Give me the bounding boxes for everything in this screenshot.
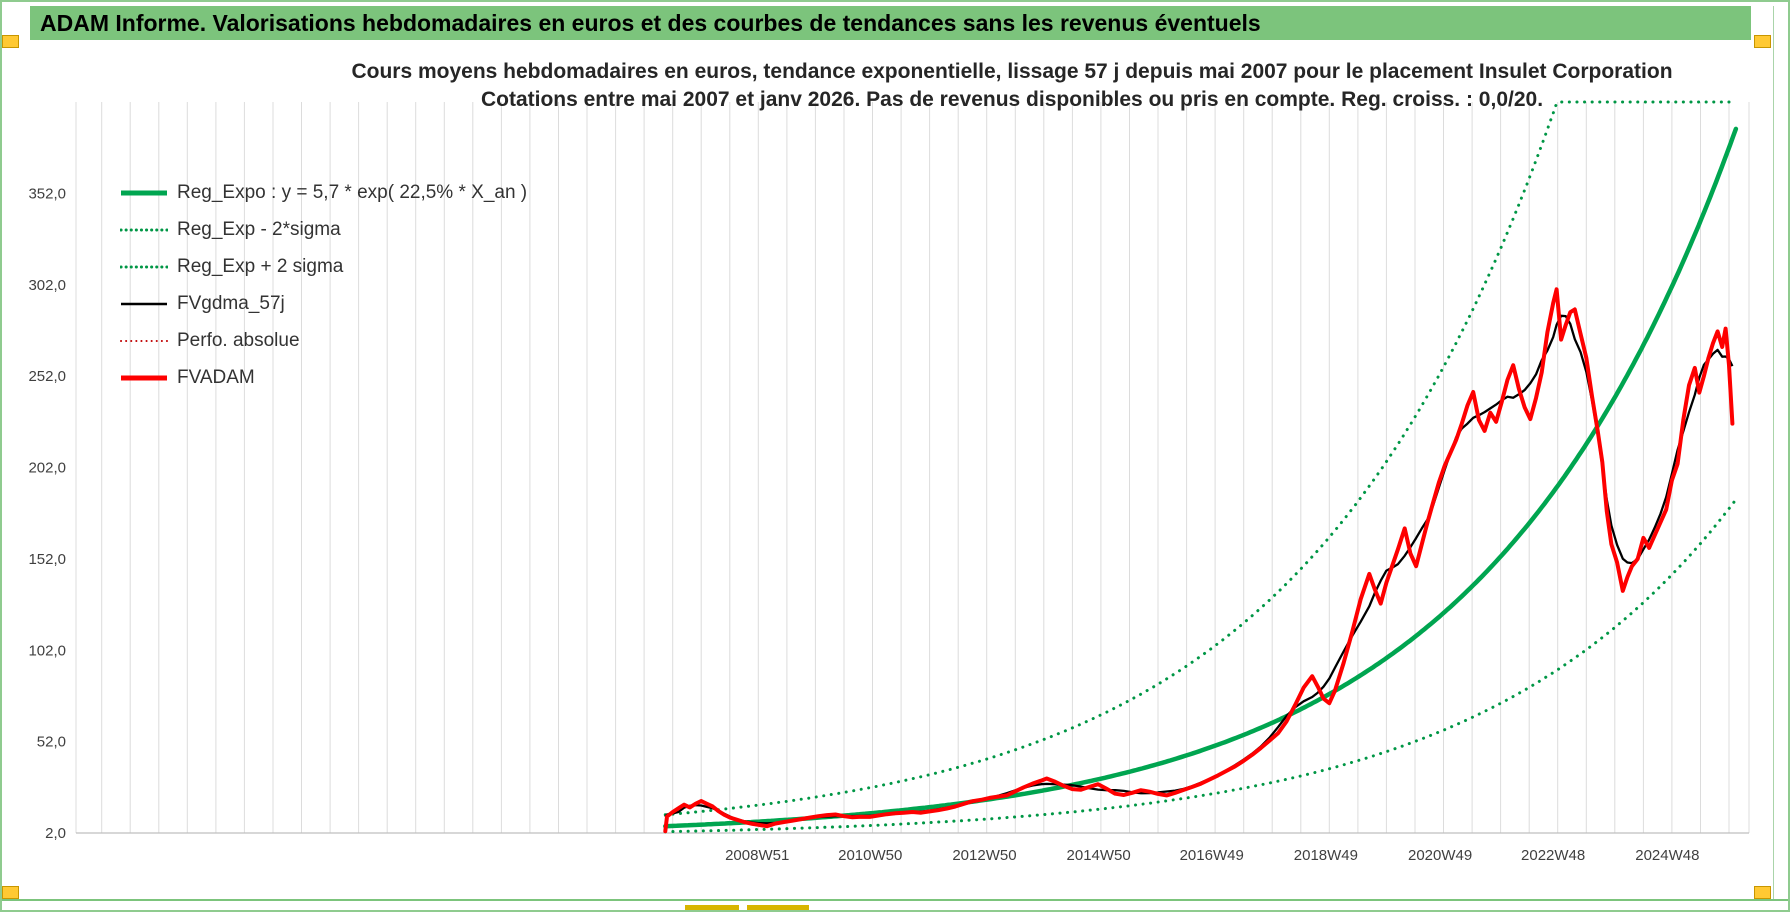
x-axis-tick-label: 2008W51 [725, 847, 789, 864]
y-axis-tick-label: 352,0 [28, 185, 66, 202]
legend-line-sample-icon [121, 302, 167, 306]
report-header-title: ADAM Informe. Valorisations hebdomadaire… [40, 9, 1261, 36]
sheet-tab-marker-2[interactable] [747, 905, 809, 910]
selection-handle-bottom-left[interactable] [2, 886, 19, 899]
legend-item[interactable]: Perfo. absolue [120, 328, 527, 354]
series-reg-minus-2sigma [663, 498, 1738, 834]
y-axis-tick-label: 102,0 [28, 642, 66, 659]
selection-handle-top-right[interactable] [1754, 35, 1771, 48]
x-axis-tick-label: 2016W49 [1180, 847, 1244, 864]
bottom-border-line [2, 899, 1788, 901]
x-axis-tick-label: 2024W48 [1635, 847, 1699, 864]
chart-title-line1: Cours moyens hebdomadaires en euros, ten… [351, 60, 1673, 83]
selection-handle-top-left[interactable] [2, 35, 19, 48]
y-axis-tick-label: 202,0 [28, 460, 66, 477]
legend-line-sample-icon [120, 228, 168, 232]
legend-line-sample-icon [121, 190, 167, 196]
right-border-line [1773, 6, 1774, 899]
legend-label: FVADAM [177, 367, 255, 388]
legend-label: FVgdma_57j [177, 293, 285, 314]
legend-item[interactable]: Reg_Exp - 2*sigma [120, 217, 527, 243]
legend-item[interactable]: FVgdma_57j [120, 291, 527, 317]
x-axis-tick-label: 2014W50 [1067, 847, 1131, 864]
selection-handle-bottom-right[interactable] [1754, 886, 1771, 899]
y-axis-tick-label: 302,0 [28, 277, 66, 294]
legend-label: Reg_Exp + 2 sigma [177, 256, 344, 277]
report-header-bar[interactable]: ADAM Informe. Valorisations hebdomadaire… [30, 6, 1751, 40]
legend-line-sample-icon [120, 340, 168, 342]
x-axis-tick-label: 2020W49 [1408, 847, 1472, 864]
legend-label: Reg_Expo : y = 5,7 * exp( 22,5% * X_an ) [177, 182, 528, 203]
x-axis-tick-label: 2022W48 [1521, 847, 1585, 864]
series-reg-expo [663, 126, 1739, 829]
chart-legend: Reg_Expo : y = 5,7 * exp( 22,5% * X_an )… [120, 180, 527, 391]
y-axis-tick-label: 52,0 [37, 734, 66, 751]
legend-item[interactable]: Reg_Exp + 2 sigma [120, 254, 527, 280]
legend-line-sample-icon [121, 375, 167, 381]
series-fvgdma-57j [664, 314, 1734, 825]
legend-line-sample-icon [120, 265, 168, 269]
chart-title-line2: Cotations entre mai 2007 et janv 2026. P… [480, 88, 1544, 111]
legend-label: Reg_Exp - 2*sigma [177, 219, 341, 240]
x-axis-tick-label: 2010W50 [838, 847, 902, 864]
x-axis-tick-label: 2018W49 [1294, 847, 1358, 864]
y-axis-tick-label: 252,0 [28, 368, 66, 385]
legend-item[interactable]: Reg_Expo : y = 5,7 * exp( 22,5% * X_an ) [120, 180, 527, 206]
series-fvadam [663, 287, 1735, 834]
sheet-tab-marker-1[interactable] [685, 905, 739, 910]
y-axis-tick-label: 2,0 [45, 825, 66, 842]
legend-item[interactable]: FVADAM [120, 365, 527, 391]
x-axis-tick-label: 2012W50 [952, 847, 1016, 864]
y-axis-tick-label: 152,0 [28, 551, 66, 568]
chart-title: Cours moyens hebdomadaires en euros, ten… [232, 58, 1788, 114]
legend-label: Perfo. absolue [177, 330, 300, 351]
